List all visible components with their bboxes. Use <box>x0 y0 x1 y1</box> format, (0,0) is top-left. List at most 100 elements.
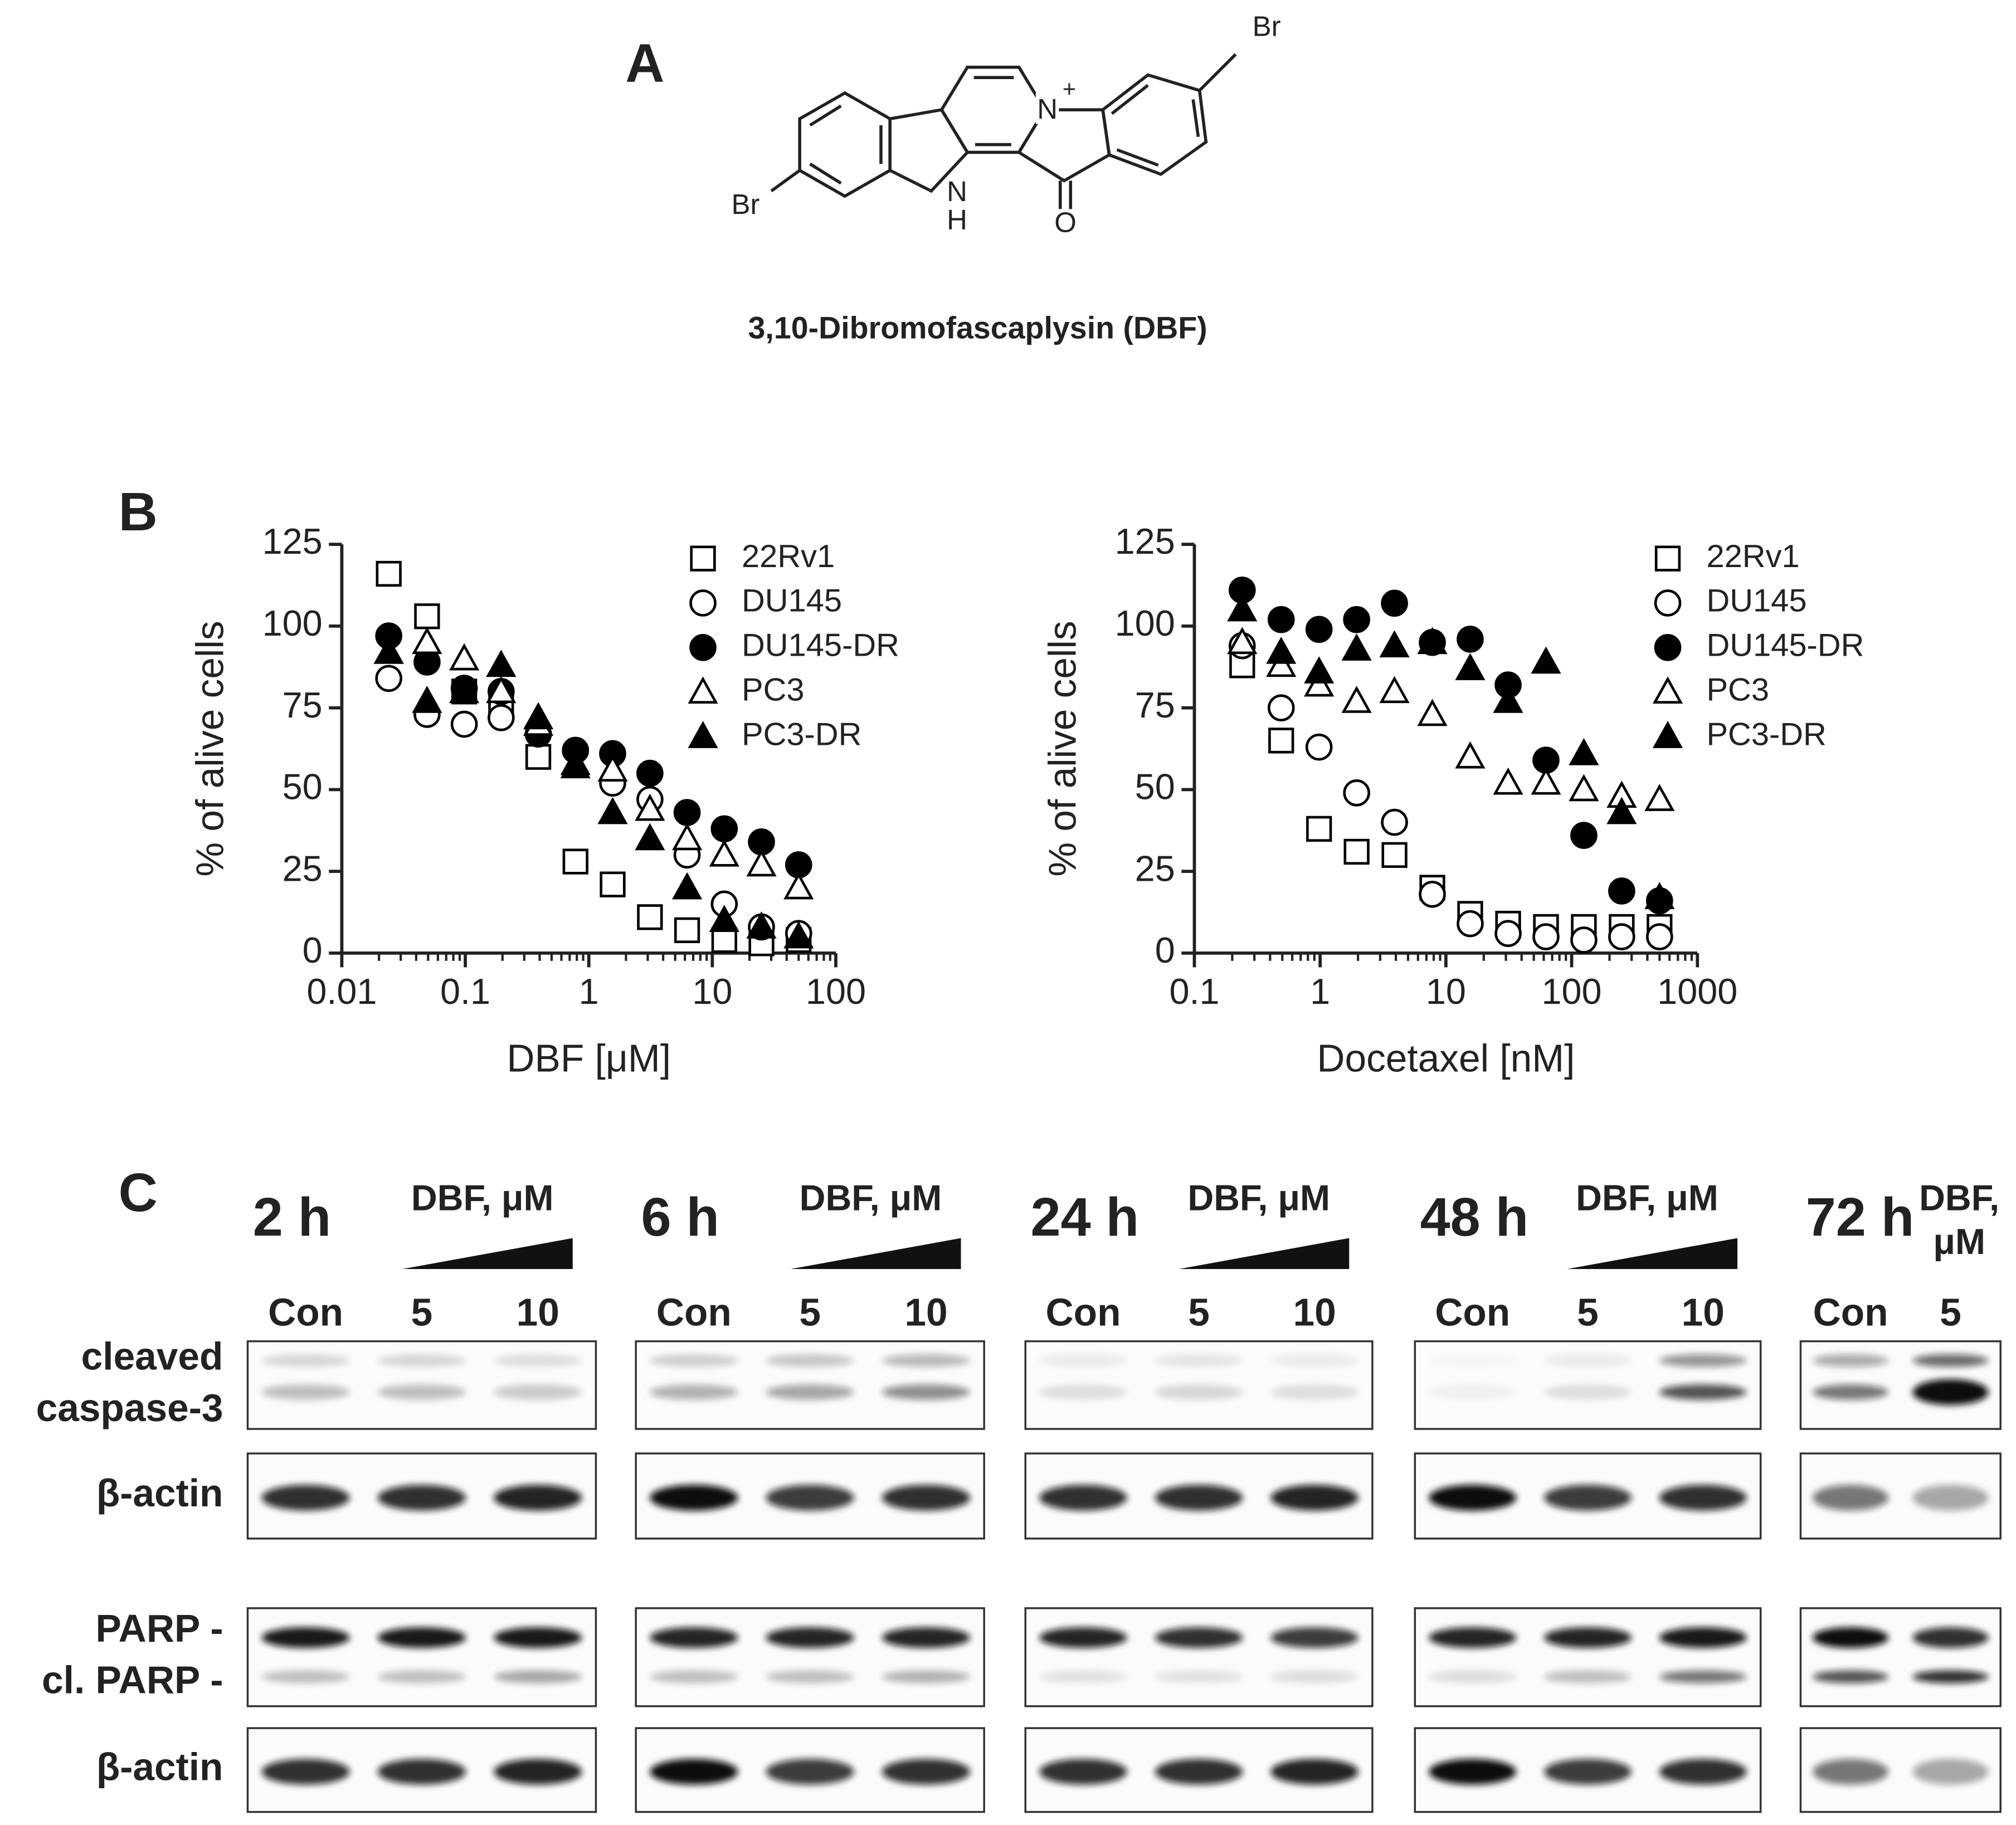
y-tick-label: 100 <box>1115 603 1175 643</box>
treatment-label: μM <box>1933 1221 1985 1262</box>
data-point <box>450 710 478 738</box>
blot-band <box>377 1670 466 1684</box>
data-point <box>1570 822 1598 849</box>
blot-band <box>1543 1354 1632 1367</box>
data-point <box>1644 882 1675 909</box>
atom-label: O <box>1054 207 1077 238</box>
data-point <box>449 676 480 704</box>
legend-label: PC3-DR <box>1706 716 1826 752</box>
data-point <box>486 676 517 704</box>
time-label: 24 h <box>1031 1187 1140 1247</box>
blot-band <box>882 1354 971 1367</box>
blot-band <box>261 1485 350 1511</box>
blot-band <box>377 1485 466 1511</box>
row-label: PARP - <box>96 1607 223 1650</box>
data-point <box>486 650 517 677</box>
blot-band <box>1270 1670 1359 1684</box>
blot-band <box>1270 1759 1359 1785</box>
y-tick-label: 0 <box>1155 930 1175 970</box>
legend-label: 22Rv1 <box>1706 539 1799 574</box>
lane-label: Con <box>1435 1291 1510 1334</box>
blot-band <box>1912 1379 1989 1406</box>
data-point <box>1417 627 1448 655</box>
lane-label: Con <box>1813 1291 1888 1334</box>
blot-band <box>1543 1627 1632 1648</box>
blot-band <box>650 1354 738 1367</box>
blot-band <box>1429 1485 1517 1511</box>
atom-background <box>945 178 969 209</box>
blot-band <box>1812 1384 1889 1400</box>
blot-band <box>1039 1485 1127 1511</box>
data-point <box>674 917 700 943</box>
dose-wedge <box>790 1238 961 1270</box>
blot-band <box>1155 1354 1243 1367</box>
data-point <box>1608 877 1635 905</box>
data-point <box>637 904 663 930</box>
data-point <box>1608 923 1635 950</box>
data-point <box>412 685 442 713</box>
data-point <box>1381 842 1408 868</box>
blot-band <box>882 1627 971 1648</box>
blot-band <box>261 1384 350 1400</box>
blot-panel <box>1024 1607 1374 1707</box>
legend-marker <box>1652 676 1683 704</box>
blot-band <box>766 1759 854 1785</box>
atom-label: Br <box>1253 11 1281 42</box>
legend-marker <box>689 589 717 617</box>
y-tick-label: 25 <box>283 848 323 889</box>
blot-band <box>494 1384 582 1400</box>
data-point <box>673 799 701 826</box>
y-tick-label: 100 <box>262 603 323 643</box>
legend-label: DU145 <box>742 583 842 619</box>
blot-band <box>1039 1627 1127 1648</box>
blot-panel <box>1414 1607 1762 1707</box>
legend-label: DU145-DR <box>1706 628 1864 663</box>
data-point <box>635 823 665 851</box>
row-label: cleaved <box>81 1334 223 1378</box>
blot-band <box>1039 1670 1127 1684</box>
x-tick-label: 1 <box>1310 971 1330 1012</box>
lane-label: 10 <box>904 1291 947 1334</box>
blot-panel <box>1799 1607 2002 1707</box>
legend-label: 22Rv1 <box>742 539 835 574</box>
data-point <box>1531 646 1561 674</box>
data-point <box>375 665 402 692</box>
atom-charge: + <box>1063 75 1076 101</box>
data-point <box>1381 589 1408 617</box>
data-point <box>746 911 777 939</box>
data-point <box>1457 910 1484 938</box>
data-point <box>1419 880 1446 908</box>
y-tick-label: 75 <box>283 685 323 725</box>
panel-label: C <box>119 1162 158 1223</box>
treatment-label: DBF, μM <box>800 1177 942 1218</box>
legend-marker <box>1652 721 1683 748</box>
blot-band <box>261 1670 350 1684</box>
data-point <box>600 871 626 897</box>
blot-band <box>1912 1354 1989 1367</box>
y-tick-label: 0 <box>303 930 323 970</box>
data-point <box>1381 808 1408 836</box>
blot-band <box>882 1759 971 1785</box>
blot-band <box>1270 1627 1359 1648</box>
x-axis-label: DBF [μM] <box>507 1037 671 1080</box>
lane-label: 5 <box>1188 1291 1210 1334</box>
time-label: 6 h <box>641 1187 719 1247</box>
legend-marker <box>689 634 717 661</box>
blot-band <box>766 1485 854 1511</box>
molecule-caption: 3,10-Dibromofascaplysin (DBF) <box>748 311 1207 345</box>
legend-marker <box>1654 545 1681 572</box>
data-point <box>1227 627 1258 655</box>
x-tick-label: 1000 <box>1657 971 1737 1012</box>
data-point <box>560 751 591 779</box>
blot-band <box>1429 1759 1517 1785</box>
x-tick-label: 0.1 <box>440 971 490 1012</box>
blot-band <box>1659 1759 1747 1785</box>
blot-band <box>1912 1759 1989 1785</box>
blot-band <box>766 1384 854 1400</box>
blot-band <box>650 1485 738 1511</box>
legend-label: DU145-DR <box>742 628 899 663</box>
blot-band <box>494 1485 582 1511</box>
blot-band <box>1429 1384 1517 1400</box>
